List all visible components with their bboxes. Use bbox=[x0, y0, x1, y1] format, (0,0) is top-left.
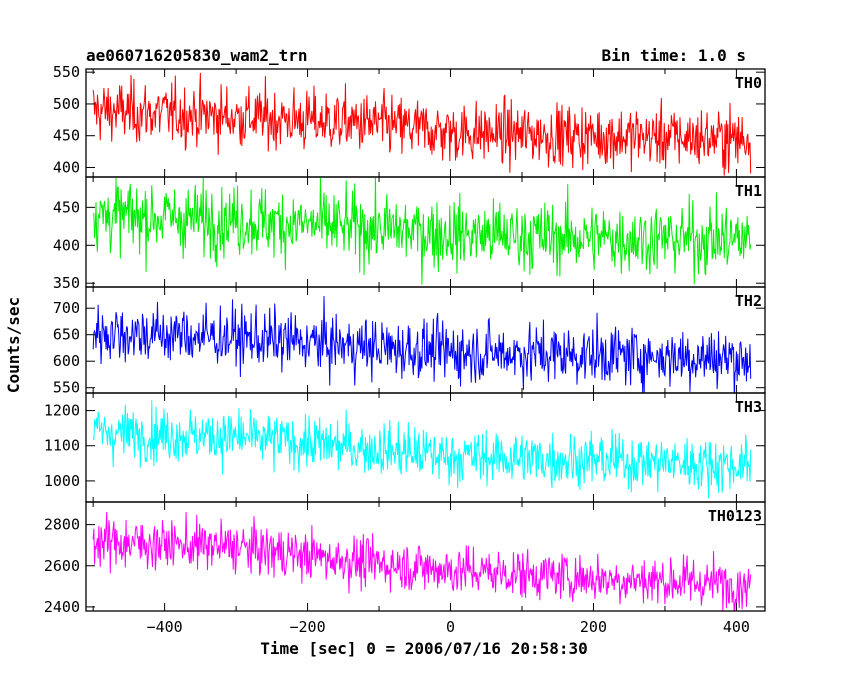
y-tick-label: 700 bbox=[53, 299, 80, 317]
bin-time-label: Bin time: 1.0 s bbox=[602, 46, 747, 65]
y-tick-label: 650 bbox=[53, 326, 80, 344]
panels: 400 450 500 550 TH0 350 400 450 TH1 550 600 650 700 T… bbox=[44, 63, 766, 636]
series-label-TH0: TH0 bbox=[735, 74, 762, 92]
y-axis-label: Counts/sec bbox=[4, 297, 23, 393]
y-tick-label: 550 bbox=[53, 379, 80, 397]
y-tick-label: 450 bbox=[53, 198, 80, 216]
series-line-TH1 bbox=[92, 177, 752, 285]
x-tick-label: −400 bbox=[147, 618, 183, 636]
panel-frame-TH0123 bbox=[85, 501, 766, 612]
y-tick-label: 500 bbox=[53, 95, 80, 113]
x-axis-label: Time [sec] 0 = 2006/07/16 20:58:30 bbox=[260, 639, 588, 658]
series-label-TH2: TH2 bbox=[735, 292, 762, 310]
series-label-TH3: TH3 bbox=[735, 398, 762, 416]
y-tick-label: 350 bbox=[53, 274, 80, 292]
x-tick-label: 400 bbox=[723, 618, 750, 636]
series-label-TH1: TH1 bbox=[735, 182, 762, 200]
y-tick-label: 2600 bbox=[44, 557, 80, 575]
y-tick-label: 400 bbox=[53, 236, 80, 254]
y-tick-label: 400 bbox=[53, 158, 80, 176]
y-tick-label: 1200 bbox=[44, 402, 80, 420]
series-line-TH3 bbox=[92, 400, 752, 499]
series-label-TH0123: TH0123 bbox=[708, 507, 762, 525]
y-tick-label: 550 bbox=[53, 63, 80, 81]
y-tick-label: 1100 bbox=[44, 437, 80, 455]
y-tick-label: 450 bbox=[53, 127, 80, 145]
x-tick-label: 0 bbox=[446, 618, 455, 636]
y-tick-label: 2400 bbox=[44, 598, 80, 616]
x-tick-label: −200 bbox=[290, 618, 326, 636]
series-line-TH0 bbox=[92, 72, 752, 176]
series-line-TH2 bbox=[92, 296, 752, 393]
chart-title: ae060716205830_wam2_trn bbox=[86, 46, 308, 65]
x-tick-label: 200 bbox=[580, 618, 607, 636]
y-tick-label: 600 bbox=[53, 352, 80, 370]
y-tick-label: 1000 bbox=[44, 472, 80, 490]
series-line-TH0123 bbox=[92, 512, 752, 611]
y-tick-label: 2800 bbox=[44, 516, 80, 534]
